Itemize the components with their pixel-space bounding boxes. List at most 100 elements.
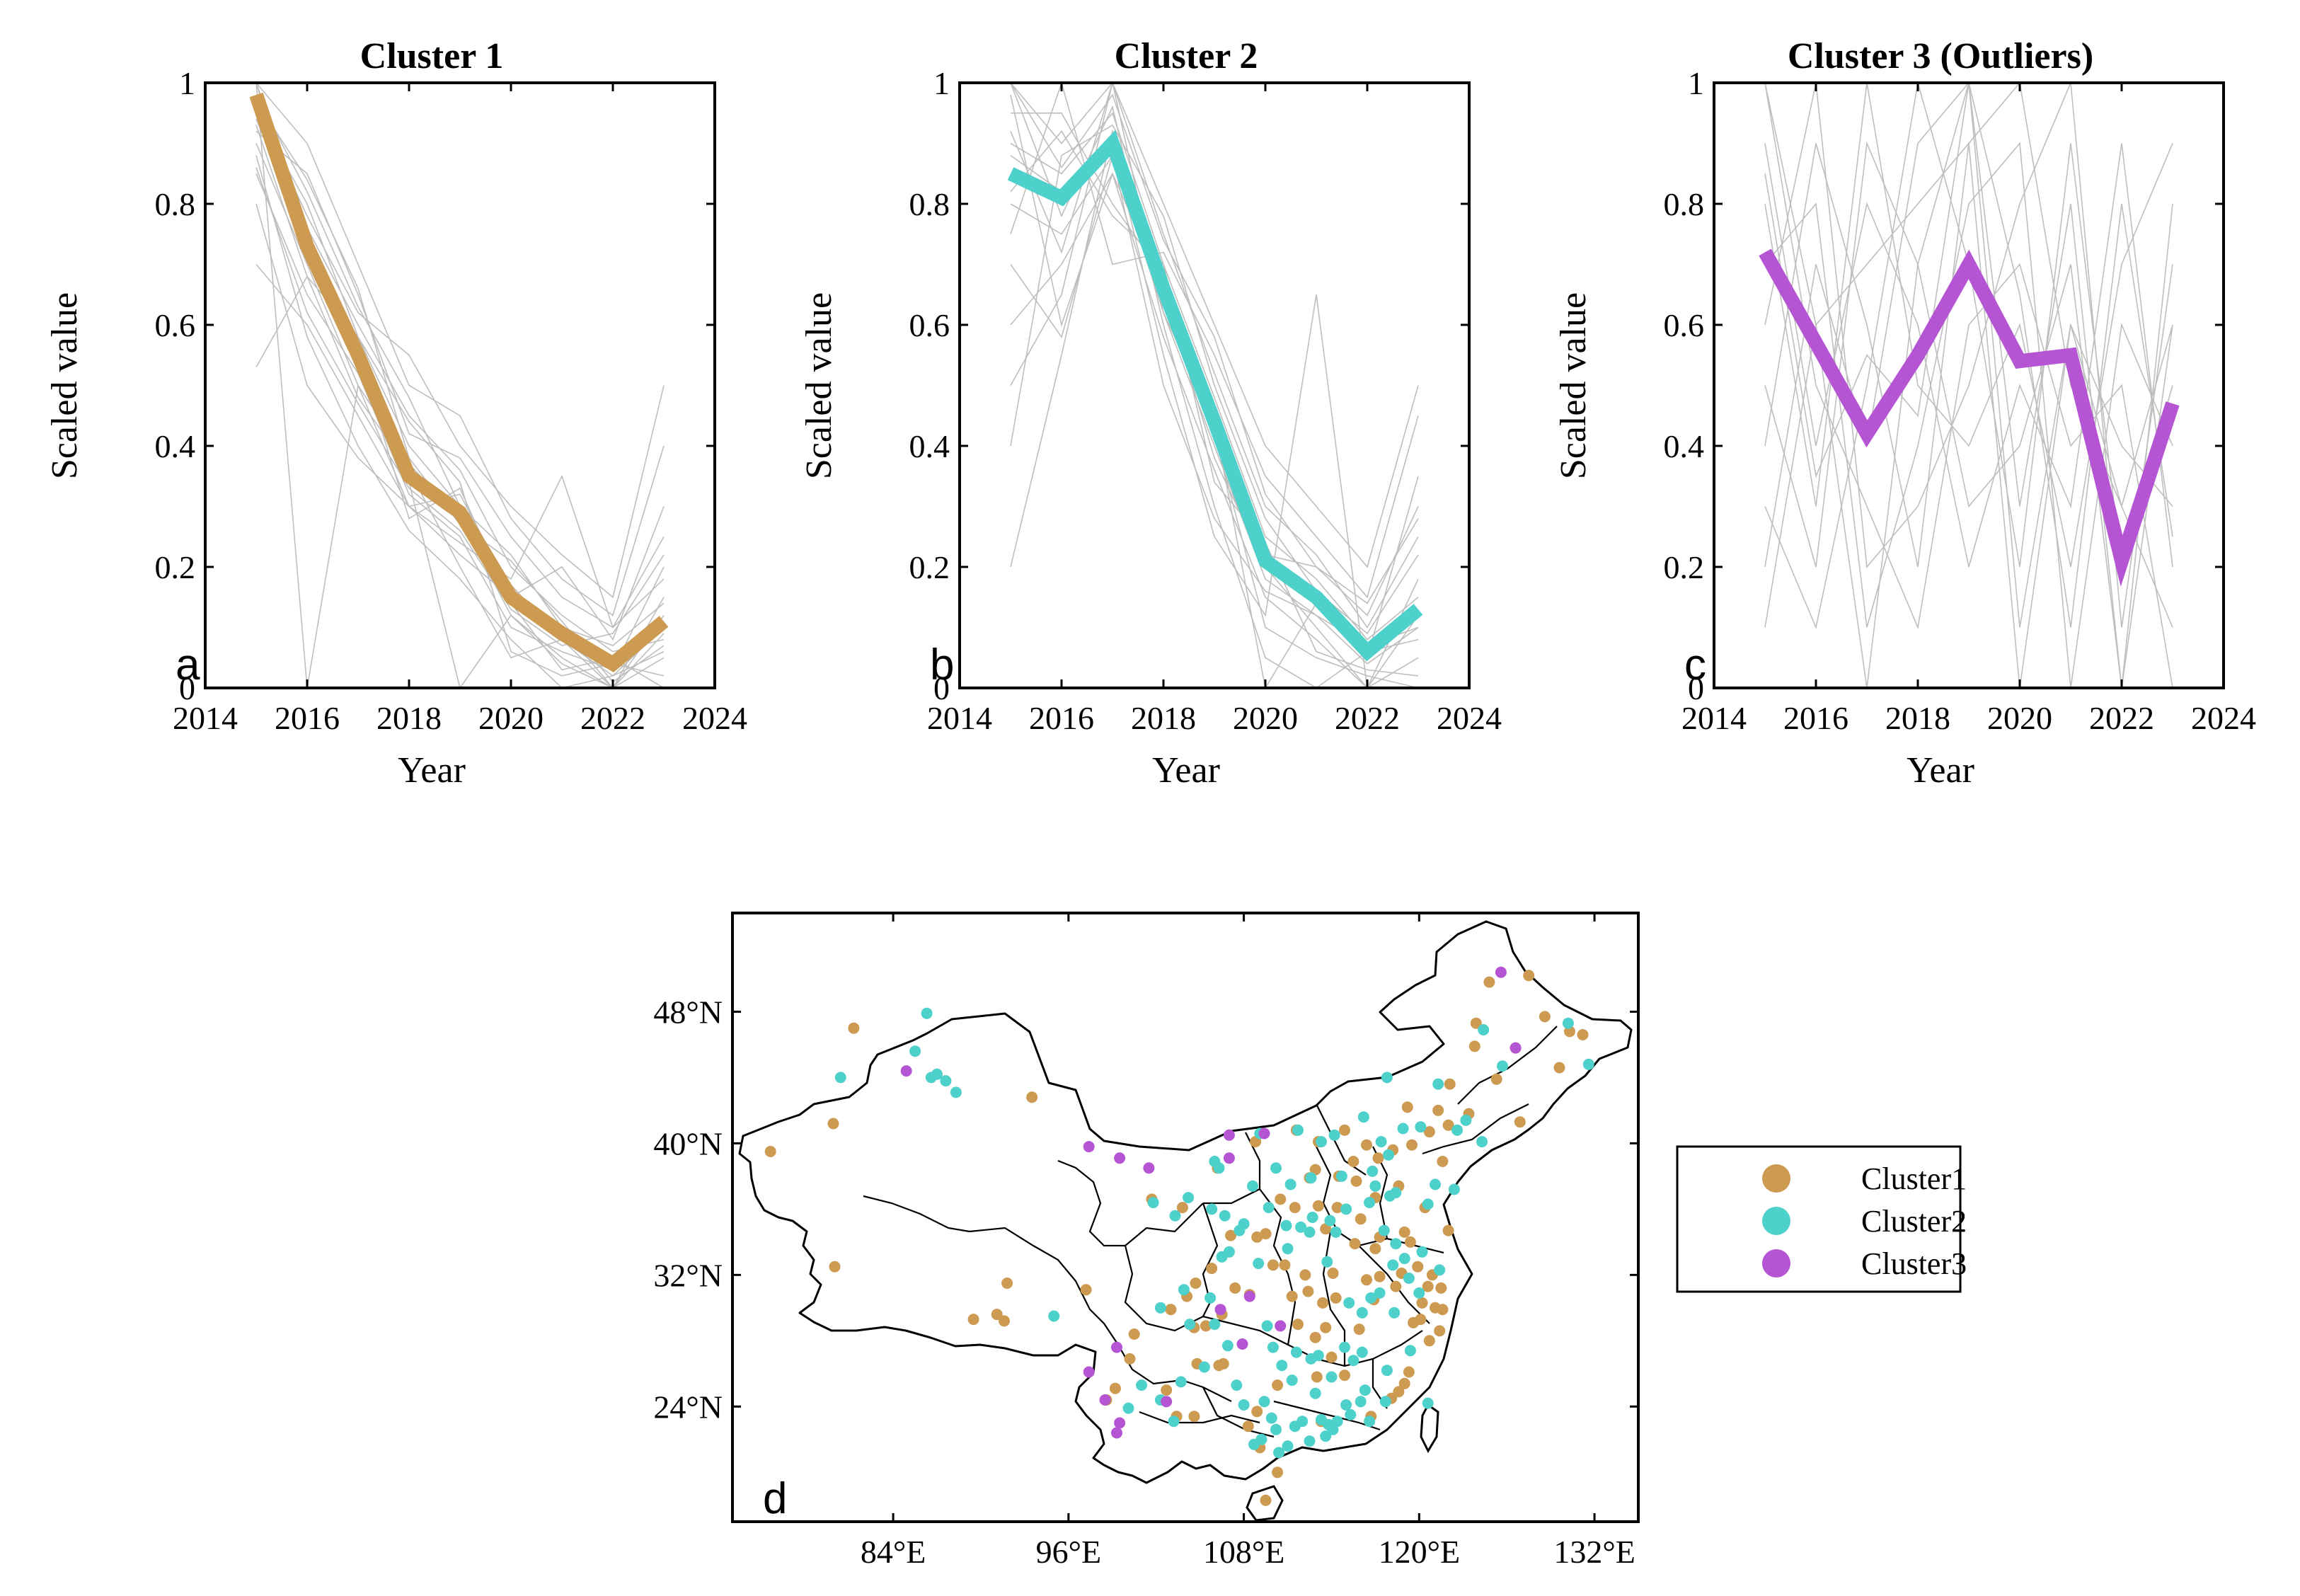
station-point-cluster1 bbox=[1423, 1335, 1435, 1347]
background-series-line bbox=[1764, 141, 2173, 689]
station-point-cluster1 bbox=[1577, 1029, 1589, 1040]
station-point-cluster2 bbox=[1367, 1165, 1379, 1177]
latitude-tick-label: 40°N bbox=[653, 1125, 723, 1161]
x-tick-label: 2018 bbox=[376, 700, 442, 736]
station-point-cluster1 bbox=[991, 1309, 1003, 1321]
station-point-cluster1 bbox=[1272, 1466, 1284, 1479]
station-point-cluster2 bbox=[1345, 1408, 1357, 1420]
station-point-cluster3 bbox=[1243, 1290, 1255, 1302]
station-point-cluster1 bbox=[1225, 1229, 1236, 1241]
station-point-cluster2 bbox=[1460, 1114, 1472, 1126]
station-point-cluster1 bbox=[1272, 1379, 1284, 1391]
panel-letter: c bbox=[1684, 641, 1706, 689]
background-series-group bbox=[1764, 81, 2173, 689]
station-point-cluster2 bbox=[1357, 1111, 1369, 1123]
background-series-line bbox=[1010, 155, 1419, 646]
background-series-line bbox=[1010, 172, 1419, 689]
y-tick-label: 0.4 bbox=[909, 428, 950, 464]
station-point-cluster1 bbox=[1279, 1259, 1291, 1271]
station-point-cluster2 bbox=[1422, 1198, 1434, 1210]
station-point-cluster2 bbox=[1223, 1246, 1235, 1258]
station-point-cluster2 bbox=[950, 1086, 962, 1098]
y-tick-label: 0.2 bbox=[1664, 549, 1705, 585]
station-point-cluster3 bbox=[1214, 1304, 1226, 1316]
x-axis-label: Year bbox=[398, 750, 466, 791]
station-point-cluster2 bbox=[1324, 1215, 1336, 1227]
y-axis-ticks: 0 0.2 0.4 0.6 0.8 1 bbox=[909, 65, 1469, 706]
station-point-cluster2 bbox=[1309, 1387, 1321, 1399]
station-point-cluster1 bbox=[1350, 1175, 1362, 1187]
station-point-cluster2 bbox=[1253, 1258, 1265, 1270]
station-point-cluster3 bbox=[1223, 1152, 1235, 1164]
y-tick-label: 0.6 bbox=[1664, 307, 1705, 343]
station-point-cluster2 bbox=[921, 1007, 933, 1019]
cluster-mean-line bbox=[249, 92, 669, 673]
y-tick-label: 0.4 bbox=[1664, 428, 1705, 464]
station-point-cluster2 bbox=[1238, 1399, 1250, 1411]
station-point-cluster2 bbox=[1238, 1218, 1250, 1230]
station-point-cluster1 bbox=[1190, 1278, 1202, 1289]
station-point-cluster2 bbox=[1340, 1203, 1352, 1215]
station-point-cluster1 bbox=[967, 1314, 979, 1326]
station-point-cluster2 bbox=[1221, 1340, 1234, 1352]
station-point-cluster2 bbox=[1316, 1136, 1327, 1148]
station-point-cluster3 bbox=[1099, 1394, 1111, 1406]
station-point-cluster2 bbox=[1330, 1226, 1342, 1238]
station-point-cluster2 bbox=[1476, 1136, 1488, 1148]
station-point-cluster1 bbox=[1242, 1420, 1254, 1433]
station-point-cluster1 bbox=[1374, 1270, 1386, 1282]
taiwan-island bbox=[1420, 1403, 1439, 1454]
station-point-cluster2 bbox=[1265, 1412, 1277, 1424]
station-point-cluster2 bbox=[1343, 1297, 1355, 1309]
station-point-cluster1 bbox=[1422, 1280, 1434, 1292]
station-point-cluster1 bbox=[1390, 1280, 1402, 1292]
station-point-cluster2 bbox=[1381, 1365, 1393, 1377]
station-point-cluster1 bbox=[999, 1315, 1010, 1327]
x-tick-label: 2024 bbox=[682, 700, 747, 736]
station-point-cluster1 bbox=[1206, 1263, 1218, 1275]
background-series-line bbox=[255, 130, 665, 628]
latitude-tick-label: 48°N bbox=[653, 994, 723, 1030]
station-point-cluster2 bbox=[1416, 1246, 1428, 1258]
station-point-cluster1 bbox=[1415, 1314, 1427, 1326]
station-point-cluster1 bbox=[1435, 1282, 1447, 1294]
station-point-cluster2 bbox=[1306, 1212, 1318, 1223]
y-tick-label: 0 bbox=[933, 670, 950, 706]
station-point-cluster1 bbox=[1404, 1236, 1416, 1248]
station-point-cluster1 bbox=[1398, 1377, 1410, 1389]
station-point-cluster2 bbox=[1267, 1341, 1279, 1353]
background-series-group bbox=[1010, 80, 1419, 690]
y-axis-label: Scaled value bbox=[1553, 292, 1594, 479]
station-point-cluster1 bbox=[1437, 1156, 1449, 1167]
station-point-cluster2 bbox=[1432, 1078, 1444, 1090]
station-point-cluster2 bbox=[1305, 1353, 1317, 1365]
station-point-cluster1 bbox=[1349, 1238, 1361, 1250]
cluster-mean-line bbox=[1759, 248, 2180, 587]
station-point-cluster1 bbox=[1176, 1202, 1188, 1214]
x-tick-label: 2014 bbox=[173, 700, 238, 736]
station-point-cluster2 bbox=[1175, 1376, 1187, 1388]
legend: Cluster1 Cluster2 Cluster3 bbox=[1676, 1145, 1967, 1293]
station-point-cluster2 bbox=[1378, 1224, 1390, 1236]
background-series-line bbox=[1010, 130, 1419, 677]
station-point-cluster1 bbox=[1423, 1126, 1435, 1138]
background-series-line bbox=[1010, 81, 1419, 628]
background-series-line bbox=[255, 118, 665, 689]
longitude-tick-label: 120°E bbox=[1379, 1534, 1461, 1570]
station-point-cluster2 bbox=[1248, 1438, 1260, 1450]
station-point-cluster3 bbox=[1495, 966, 1507, 978]
station-point-cluster1 bbox=[1124, 1353, 1136, 1365]
station-point-cluster2 bbox=[940, 1075, 952, 1087]
station-point-cluster2 bbox=[1379, 1396, 1391, 1408]
station-point-cluster2 bbox=[1183, 1192, 1195, 1204]
y-tick-label: 0.4 bbox=[155, 428, 196, 464]
station-point-cluster1 bbox=[1468, 1040, 1480, 1052]
panel-a: Cluster 1 2014 2016 2018 2020 2022 2024 00.20… bbox=[45, 36, 747, 791]
panel-c: Cluster 3 (Outliers) 2014 2016 2018 2020 202… bbox=[1553, 36, 2256, 791]
station-point-cluster1 bbox=[1339, 1124, 1350, 1136]
background-series-line bbox=[255, 82, 665, 689]
x-axis-ticks: 2014 2016 2018 2020 2022 2024 bbox=[173, 83, 747, 736]
station-point-cluster3 bbox=[1111, 1341, 1122, 1353]
station-point-cluster2 bbox=[1295, 1221, 1307, 1233]
station-point-cluster1 bbox=[848, 1022, 860, 1034]
